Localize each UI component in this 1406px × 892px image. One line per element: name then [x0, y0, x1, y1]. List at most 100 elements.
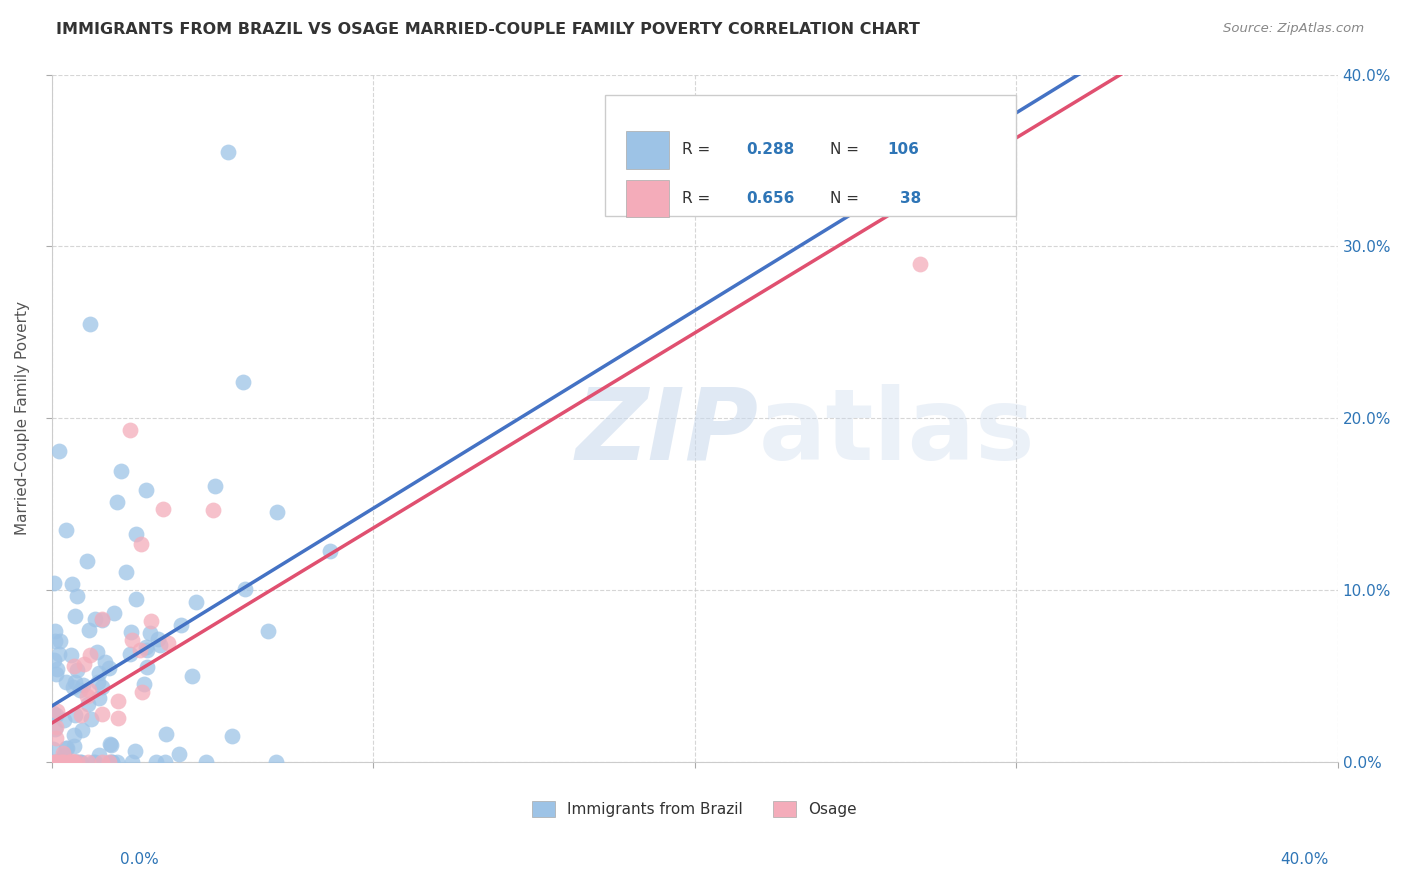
Point: [103, 607, 125, 621]
Text: 0.656: 0.656: [747, 191, 794, 206]
Point: [77, 683, 100, 698]
Point: [77, 623, 100, 637]
Point: [59, 648, 82, 663]
Point: [42, 576, 65, 591]
FancyBboxPatch shape: [605, 95, 1017, 216]
Point: [91, 706, 114, 721]
Point: [107, 694, 129, 708]
Point: [233, 582, 256, 596]
Point: [125, 527, 148, 541]
Text: IMMIGRANTS FROM BRAZIL VS OSAGE MARRIED-COUPLE FAMILY POVERTY CORRELATION CHART: IMMIGRANTS FROM BRAZIL VS OSAGE MARRIED-…: [56, 22, 920, 37]
Point: [84, 756, 107, 770]
Point: [55, 740, 77, 755]
Point: [87, 675, 110, 690]
Point: [76, 554, 98, 568]
Point: [79, 317, 101, 331]
Point: [82, 756, 104, 770]
Point: [66, 756, 89, 770]
Point: [44, 624, 66, 638]
Point: [45, 756, 67, 770]
Point: [45, 666, 67, 681]
Point: [51, 756, 73, 770]
Text: Source: ZipAtlas.com: Source: ZipAtlas.com: [1223, 22, 1364, 36]
Point: [86, 645, 108, 659]
Point: [72, 677, 94, 691]
Point: [45, 720, 67, 734]
Point: [65, 608, 87, 623]
Point: [42, 706, 65, 720]
Point: [52, 756, 75, 770]
Point: [121, 632, 143, 647]
Point: [90, 613, 112, 627]
Point: [180, 669, 202, 683]
Point: [77, 756, 100, 770]
Text: R =: R =: [682, 142, 714, 157]
Point: [66, 756, 89, 770]
Point: [120, 423, 142, 437]
Point: [135, 643, 157, 657]
Point: [62, 728, 84, 742]
Point: [52, 746, 75, 760]
Point: [155, 727, 177, 741]
Point: [76, 689, 98, 703]
Point: [98, 661, 121, 675]
Point: [46, 756, 69, 770]
Point: [153, 756, 176, 770]
Point: [91, 681, 114, 695]
Point: [42, 756, 65, 770]
Point: [105, 756, 128, 770]
Point: [100, 739, 122, 753]
Point: [77, 697, 100, 711]
Point: [55, 523, 77, 537]
Point: [60, 576, 83, 591]
Point: [53, 756, 76, 770]
Point: [132, 677, 155, 691]
Point: [45, 662, 67, 676]
Text: N =: N =: [830, 142, 863, 157]
Text: 0.0%: 0.0%: [120, 852, 159, 867]
Point: [62, 680, 84, 694]
Point: [51, 756, 73, 770]
Point: [98, 756, 121, 770]
Point: [908, 257, 931, 271]
Y-axis label: Married-Couple Family Poverty: Married-Couple Family Poverty: [15, 301, 30, 535]
Point: [44, 634, 66, 648]
Point: [53, 756, 76, 770]
Point: [169, 747, 191, 761]
Point: [42, 741, 65, 756]
Point: [194, 756, 217, 770]
Bar: [627, 179, 669, 218]
Point: [52, 713, 75, 727]
Point: [105, 495, 128, 509]
Point: [48, 756, 70, 770]
Point: [66, 663, 89, 677]
Point: [131, 685, 153, 699]
Point: [100, 756, 122, 770]
Text: 40.0%: 40.0%: [1281, 852, 1329, 867]
Text: R =: R =: [682, 191, 714, 206]
Point: [62, 739, 84, 753]
Text: 0.288: 0.288: [747, 142, 794, 157]
Point: [141, 615, 163, 629]
Point: [93, 656, 115, 670]
Point: [79, 648, 101, 663]
Point: [48, 443, 70, 458]
Point: [63, 675, 86, 690]
Text: atlas: atlas: [759, 384, 1035, 481]
Point: [232, 375, 254, 389]
Point: [145, 756, 167, 770]
Point: [266, 505, 288, 519]
Point: [204, 479, 226, 493]
Point: [51, 756, 73, 770]
Point: [51, 756, 73, 770]
Point: [84, 612, 107, 626]
Point: [42, 653, 65, 667]
Point: [69, 683, 91, 698]
Point: [53, 748, 76, 763]
Point: [135, 640, 157, 655]
Point: [149, 638, 172, 652]
Point: [44, 756, 66, 770]
Point: [129, 643, 152, 657]
Point: [157, 636, 180, 650]
Point: [264, 755, 287, 769]
